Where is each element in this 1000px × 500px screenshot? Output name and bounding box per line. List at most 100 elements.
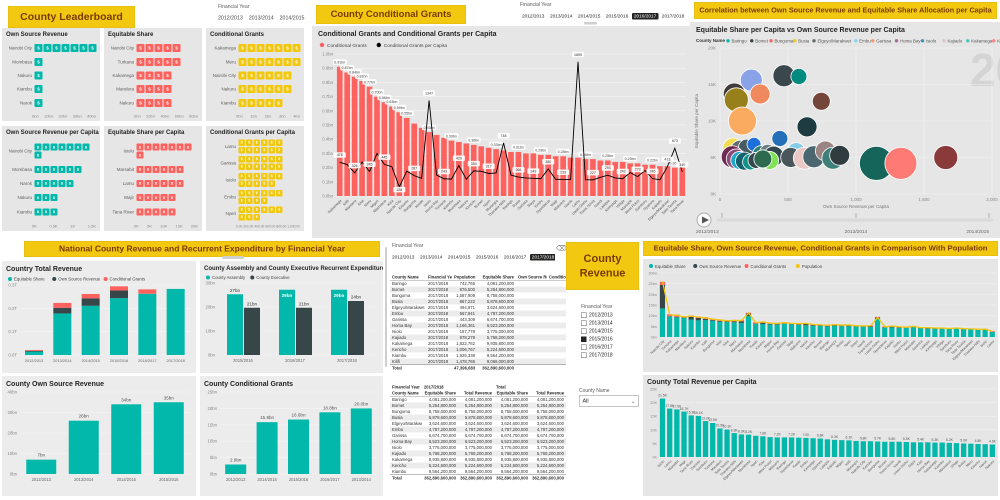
- checkbox-unchecked[interactable]: [581, 312, 587, 318]
- icon-array-bar[interactable]: $ $ $ $ $ $ $ $ $ $: [238, 189, 290, 204]
- icon-array-bar[interactable]: $ $ $ $: [136, 85, 172, 94]
- bar[interactable]: [679, 167, 686, 196]
- bar[interactable]: [244, 307, 260, 355]
- table-row[interactable]: Kilifi 2017/2018 1,478,765 9,066,000,000: [390, 358, 566, 365]
- icon-array-bar[interactable]: $ $ $ $ $ $ $ $ $ $ $: [238, 172, 290, 187]
- icon-array-bar[interactable]: $ $ $ $ $: [136, 194, 176, 202]
- stacked-bar-segment[interactable]: [932, 328, 938, 337]
- checkbox-item[interactable]: 2016/2017: [581, 344, 639, 350]
- bar[interactable]: [374, 96, 380, 196]
- bar[interactable]: [331, 289, 347, 355]
- table-row[interactable]: Busia 5,878,600,000 5,878,600,000 5,878,600…: [390, 414, 567, 421]
- table-row[interactable]: Kakamega 2017/2018 1,822,762 9,935,800,000: [392, 341, 514, 346]
- column-header[interactable]: Equitable Share: [494, 390, 531, 397]
- bar[interactable]: [366, 86, 373, 196]
- stacked-bar-segment[interactable]: [110, 298, 128, 355]
- bar[interactable]: [659, 398, 666, 457]
- stacked-bar-segment[interactable]: [839, 326, 845, 337]
- stacked-bar-segment[interactable]: [846, 325, 852, 327]
- stacked-bar-segment[interactable]: [688, 319, 694, 337]
- bar[interactable]: [612, 161, 619, 196]
- stacked-bar-segment[interactable]: [874, 318, 881, 337]
- bubble[interactable]: [829, 144, 851, 166]
- stacked-bar-segment[interactable]: [695, 320, 701, 337]
- stacked-bar-segment[interactable]: [710, 320, 716, 337]
- stacked-bar-segment[interactable]: [81, 305, 100, 355]
- stacked-bar-segment[interactable]: [659, 308, 666, 337]
- bar[interactable]: [627, 163, 633, 196]
- stacked-bar-segment[interactable]: [917, 328, 924, 337]
- checkbox-item[interactable]: 2012/2013: [581, 312, 639, 318]
- stacked-bar-segment[interactable]: [717, 321, 723, 337]
- checkbox-item[interactable]: 2015/2016: [581, 336, 639, 342]
- stacked-bar-segment[interactable]: [903, 328, 909, 337]
- bar[interactable]: [68, 420, 99, 474]
- icon-array-bar[interactable]: $ $ $ $ $ $ $ $: [136, 143, 200, 159]
- bar[interactable]: [642, 164, 648, 196]
- table-row[interactable]: Embu 4,787,200,000 4,787,200,000 4,787,200,…: [390, 426, 567, 433]
- icon-array-bar[interactable]: $ $ $ $ $ $ $: [238, 44, 301, 53]
- bar[interactable]: [667, 408, 673, 457]
- bar[interactable]: [396, 112, 403, 196]
- bar[interactable]: [418, 127, 425, 196]
- per-capita-line[interactable]: [339, 61, 683, 189]
- table-row[interactable]: Kajiado 5,768,200,000 5,768,200,000 5,768,2…: [390, 450, 567, 457]
- stacked-bar-segment[interactable]: [25, 350, 43, 352]
- stacked-bar-segment[interactable]: [767, 323, 773, 325]
- bar[interactable]: [874, 441, 881, 457]
- bar[interactable]: [867, 441, 874, 457]
- bar[interactable]: [153, 402, 184, 474]
- stacked-bar-segment[interactable]: [110, 290, 128, 299]
- bar[interactable]: [664, 166, 671, 196]
- icon-array-bar[interactable]: $ $ $ $ $ $ $ $ $ $ $ $: [238, 156, 290, 171]
- bar[interactable]: [753, 435, 759, 457]
- stacked-bar-segment[interactable]: [953, 328, 960, 337]
- stacked-bar-segment[interactable]: [824, 326, 830, 337]
- bubble[interactable]: [796, 116, 818, 138]
- icon-array-bar[interactable]: $ $ $ $ $ $ $ $: [34, 143, 98, 159]
- icon-array-bar[interactable]: $ $ $ $ $ $: [34, 165, 82, 173]
- bar[interactable]: [853, 440, 859, 457]
- stacked-bar-segment[interactable]: [910, 326, 916, 337]
- bar[interactable]: [710, 423, 716, 457]
- bar[interactable]: [946, 442, 952, 457]
- bar[interactable]: [225, 464, 247, 474]
- bar[interactable]: [634, 163, 641, 196]
- bar[interactable]: [111, 404, 142, 474]
- stacked-bar-segment[interactable]: [889, 327, 895, 337]
- stacked-bar-segment[interactable]: [659, 284, 666, 309]
- icon-array-bar[interactable]: $ $ $ $ $: [136, 57, 181, 66]
- stacked-bar-segment[interactable]: [882, 327, 888, 337]
- column-header[interactable]: Conditional Grants: [547, 274, 566, 281]
- slicer-scrollbar[interactable]: [584, 22, 597, 25]
- bar[interactable]: [463, 143, 470, 196]
- bubble[interactable]: [884, 146, 918, 180]
- bar[interactable]: [500, 150, 507, 196]
- stacked-bar-segment[interactable]: [781, 323, 787, 337]
- bar[interactable]: [953, 443, 960, 457]
- stacked-bar-segment[interactable]: [796, 324, 802, 325]
- table-row[interactable]: Elgeyo/Marakwet 3,624,600,000 3,624,600,00…: [392, 421, 565, 426]
- checkbox-unchecked[interactable]: [581, 344, 587, 350]
- stacked-bar-segment[interactable]: [810, 325, 816, 337]
- icon-array-bar[interactable]: $ $ $ $: [136, 71, 172, 80]
- stacked-bar-segment[interactable]: [925, 328, 931, 329]
- bar[interactable]: [575, 157, 581, 196]
- bar[interactable]: [767, 437, 773, 457]
- fy-slicer-item[interactable]: 2014/2015: [279, 15, 305, 21]
- bar[interactable]: [910, 442, 917, 457]
- bar[interactable]: [989, 444, 995, 457]
- fy-slicer-chip[interactable]: 2013/2014: [419, 254, 443, 261]
- stacked-bar-segment[interactable]: [803, 323, 809, 326]
- bar[interactable]: [788, 437, 795, 457]
- bar[interactable]: [296, 307, 312, 355]
- county-dropdown-select[interactable]: All ⌄: [579, 395, 639, 407]
- column-header[interactable]: Total Revenue: [530, 390, 567, 397]
- bar[interactable]: [256, 422, 278, 474]
- bar[interactable]: [774, 437, 780, 457]
- icon-array-bar[interactable]: $ $ $ $ $ $: [238, 71, 292, 80]
- bar[interactable]: [932, 442, 938, 457]
- icon-array-bar[interactable]: $: [34, 85, 43, 94]
- table-row[interactable]: Baringo 4,081,200,000 4,081,200,000 4,081,2…: [392, 397, 565, 402]
- table-row[interactable]: Homa Bay 6,523,200,000 6,523,200,000 6,523,…: [390, 438, 567, 445]
